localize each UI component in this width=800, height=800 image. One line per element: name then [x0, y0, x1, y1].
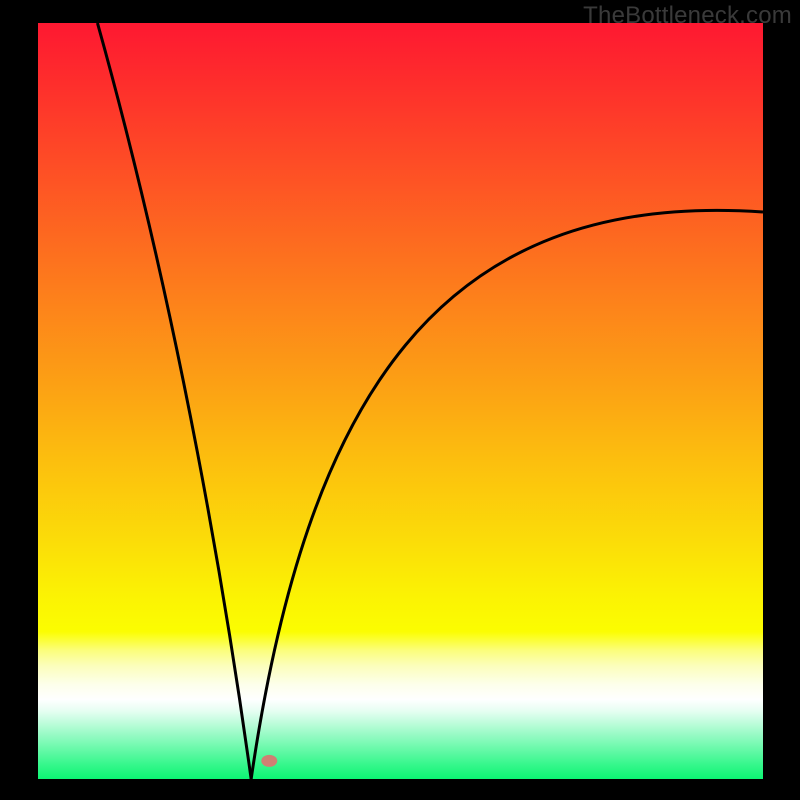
chart-container: TheBottleneck.com	[0, 0, 800, 800]
gradient-background	[38, 23, 763, 779]
plot-area	[38, 23, 763, 779]
plot-svg	[38, 23, 763, 779]
minimum-marker	[261, 755, 277, 767]
watermark-text: TheBottleneck.com	[583, 2, 792, 30]
